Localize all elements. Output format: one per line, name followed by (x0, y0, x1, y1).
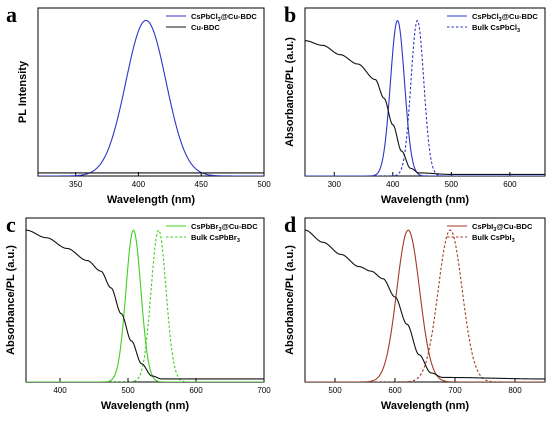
x-axis-title-c: Wavelength (nm) (101, 400, 190, 412)
series-line-d-2 (305, 229, 545, 380)
series-line-c-1 (26, 229, 264, 382)
legend-label-base: CsPbCl (472, 12, 499, 21)
x-axis-title-b: Wavelength (nm) (381, 194, 470, 206)
legend-label-base: Cu-BDC (191, 23, 220, 32)
legend-label-subscript: 3 (493, 227, 496, 233)
legend-label-base: Bulk CsPbBr (191, 233, 237, 242)
legend-label-subscript: 3 (218, 17, 221, 23)
legend-label-rest: @Cu-BDC (496, 222, 533, 231)
legend-label-base: CsPbBr (191, 222, 219, 231)
legend-label-rest: @Cu-BDC (502, 12, 539, 21)
x-tick-label-c-0: 400 (53, 386, 67, 395)
legend-label-rest: @Cu-BDC (221, 12, 258, 21)
legend-label-d-0: CsPbI3@Cu-BDC (472, 222, 533, 233)
x-tick-label-a-2: 450 (195, 180, 209, 189)
x-tick-label-d-0: 500 (328, 386, 342, 395)
y-axis-title-c: Absorbance/PL (a.u.) (5, 245, 17, 355)
x-tick-label-b-0: 300 (328, 180, 342, 189)
legend-label-subscript: 3 (517, 28, 520, 34)
legend-label-base: CsPbI (472, 222, 493, 231)
legend-label-subscript: 3 (219, 227, 222, 233)
series-line-c-2 (26, 229, 264, 380)
panel-letter-b: b (284, 2, 296, 27)
x-tick-label-a-1: 400 (132, 180, 146, 189)
series-line-d-1 (305, 229, 545, 382)
series-line-a-0 (38, 19, 264, 176)
legend-label-c-1: Bulk CsPbBr3 (191, 233, 240, 244)
x-tick-label-c-3: 700 (257, 386, 271, 395)
x-axis-title-a: Wavelength (nm) (107, 194, 196, 206)
legend-label-b-0: CsPbCl3@Cu-BDC (472, 12, 538, 23)
series-line-c-0 (26, 229, 264, 382)
x-tick-label-d-3: 800 (508, 386, 522, 395)
panel-d: d 500 600 700 800 Wavelength (nm) Absorbance/… (284, 212, 546, 412)
plot-frame-c (25, 217, 265, 383)
x-tick-label-a-0: 350 (69, 180, 83, 189)
x-tick-label-b-3: 600 (503, 180, 517, 189)
legend-label-b-1: Bulk CsPbCl3 (472, 23, 520, 34)
panel-a: a 350 400 450 500 Wavelength (nm) PL Intensit… (6, 2, 271, 206)
panel-letter-a: a (6, 2, 17, 27)
panel-c: c 400 500 600 700 Wavelength (nm) Absorbance/… (5, 212, 271, 412)
series-line-b-0 (305, 19, 545, 176)
y-axis-title-b: Absorbance/PL (a.u.) (284, 37, 296, 147)
legend-label-subscript: 3 (499, 17, 502, 23)
legend-label-d-1: Bulk CsPbI3 (472, 233, 515, 244)
x-tick-label-d-1: 600 (388, 386, 402, 395)
legend-label-a-1: Cu-BDC (191, 23, 220, 32)
legend-label-subscript: 3 (512, 238, 515, 244)
x-tick-label-c-2: 600 (189, 386, 203, 395)
y-axis-title-a: PL Intensity (17, 60, 29, 123)
legend-label-base: Bulk CsPbI (472, 233, 512, 242)
legend-label-base: Bulk CsPbCl (472, 23, 517, 32)
x-axis-title-d: Wavelength (nm) (381, 400, 470, 412)
x-tick-label-c-1: 500 (121, 386, 135, 395)
y-axis-title-d: Absorbance/PL (a.u.) (284, 245, 296, 355)
x-tick-label-a-3: 500 (257, 180, 271, 189)
plot-frame-a (37, 7, 265, 177)
legend-label-base: CsPbCl (191, 12, 218, 21)
series-line-d-0 (305, 229, 545, 382)
panel-letter-d: d (284, 212, 296, 237)
legend-label-rest: @Cu-BDC (222, 222, 259, 231)
panel-letter-c: c (6, 212, 16, 237)
plot-frame-d (304, 217, 546, 383)
legend-label-subscript: 3 (237, 238, 240, 244)
x-tick-label-b-1: 400 (386, 180, 400, 189)
legend-label-c-0: CsPbBr3@Cu-BDC (191, 222, 258, 233)
series-line-b-1 (305, 20, 545, 176)
series-line-b-2 (305, 40, 545, 175)
legend-label-a-0: CsPbCl3@Cu-BDC (191, 12, 257, 23)
x-tick-label-b-2: 500 (445, 180, 459, 189)
x-tick-label-d-2: 700 (448, 386, 462, 395)
panel-b: b 300 400 500 600 Wavelength (nm) Absorbance/… (284, 2, 546, 206)
